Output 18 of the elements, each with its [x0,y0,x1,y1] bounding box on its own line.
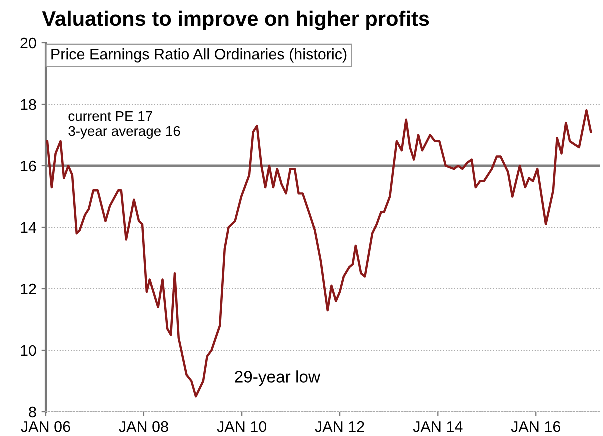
line-series [46,110,592,398]
y-tick-label: 12 [21,284,36,295]
chart-subtitle: Price Earnings Ratio All Ordinaries (historic) [52,48,347,63]
x-tick-label: JAN 06 [21,421,70,432]
x-tick-label: JAN 16 [511,421,560,432]
x-tick-label: JAN 08 [119,421,168,432]
x-tick-label: JAN 12 [315,421,364,432]
annotation: 29-year low [235,370,321,386]
x-tick-label: JAN 10 [217,421,267,432]
y-tick-label: 20 [20,38,36,49]
y-tick-label: 14 [21,222,37,234]
y-tick-label: 18 [21,99,36,110]
y-tick-label: 16 [21,160,36,172]
y-tick-label: 8 [29,406,36,418]
x-tick-label: JAN 14 [413,422,463,432]
y-tick-label: 10 [21,345,36,356]
chart-title: Valuations to improve on higher profits [42,10,430,30]
annotation: current PE 17 3-year average 16 [68,112,180,139]
